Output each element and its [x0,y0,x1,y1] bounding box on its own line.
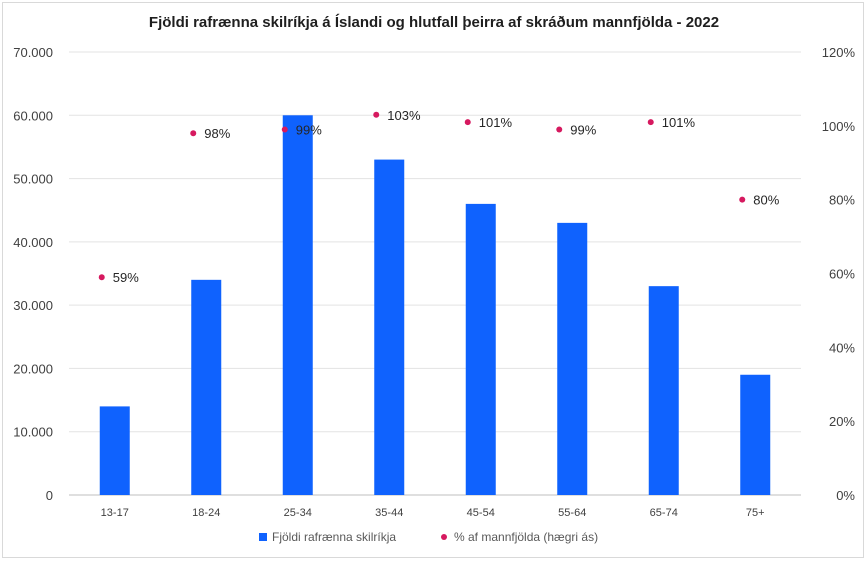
legend: Fjöldi rafrænna skilríkja % af mannfjöld… [259,530,598,544]
chart-title: Fjöldi rafrænna skilríkja á Íslandi og h… [149,14,719,31]
bar [557,222,588,495]
bar [99,406,130,495]
right-tick-label: 20% [829,414,855,429]
right-tick-label: 40% [829,340,855,355]
legend-point-swatch [441,534,447,540]
right-axis-ticks: 0% 20% 40% 60% 80% 100% 120% [822,45,856,503]
right-tick-label: 80% [829,193,855,208]
data-point [647,119,654,126]
data-label: 99% [570,123,596,138]
chart-svg: Fjöldi rafrænna skilríkja á Íslandi og h… [13,14,856,544]
left-tick-label: 50.000 [13,172,53,187]
data-point [556,126,563,133]
left-tick-label: 30.000 [13,298,53,313]
left-tick-label: 60.000 [13,108,53,123]
bar [648,286,679,495]
legend-bar-label: Fjöldi rafrænna skilríkja [272,530,396,544]
x-tick-label: 13-17 [101,507,129,519]
left-axis-ticks: 0 10.000 20.000 30.000 40.000 50.000 60.000 70.… [13,45,53,503]
left-tick-label: 20.000 [13,361,53,376]
bar [374,159,405,496]
x-tick-label: 18-24 [192,507,220,519]
x-tick-label: 75+ [746,507,765,519]
data-point [464,119,471,126]
left-tick-label: 0 [46,488,53,503]
right-tick-label: 0% [836,488,855,503]
legend-point-label: % af mannfjölda (hægri ás) [454,530,598,544]
x-tick-label: 35-44 [375,507,403,519]
legend-bar-swatch [259,533,267,541]
gridlines [69,51,801,496]
left-tick-label: 40.000 [13,235,53,250]
data-point [190,130,197,137]
data-label: 80% [753,193,779,208]
right-tick-label: 100% [822,119,856,134]
x-axis-ticks: 13-17 18-24 25-34 35-44 45-54 55-64 65-74 75+ [101,507,765,519]
bar [282,115,313,496]
right-tick-label: 120% [822,45,856,60]
scatter-series: 59% 98% 99% 103% 101% 99% 101% 80% [98,108,780,285]
data-point [739,196,746,203]
x-tick-label: 45-54 [467,507,495,519]
data-point [281,126,288,133]
x-tick-label: 55-64 [558,507,586,519]
right-tick-label: 60% [829,267,855,282]
data-label: 59% [113,270,139,285]
bar-series [99,115,771,496]
left-tick-label: 70.000 [13,45,53,60]
x-tick-label: 25-34 [284,507,312,519]
data-label: 98% [204,126,230,141]
data-label: 101% [479,115,513,130]
bar [191,279,222,495]
data-point [98,274,105,281]
data-label: 99% [296,123,322,138]
data-point [373,111,380,118]
x-tick-label: 65-74 [650,507,678,519]
bar [465,203,496,495]
left-tick-label: 10.000 [13,425,53,440]
data-label: 101% [662,115,696,130]
data-label: 103% [387,108,421,123]
bar [740,374,771,495]
